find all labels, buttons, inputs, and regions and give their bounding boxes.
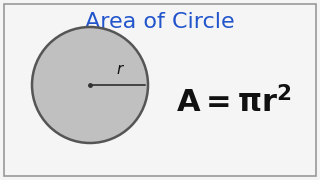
Text: $\mathbf{A = \pi r^2}$: $\mathbf{A = \pi r^2}$	[176, 86, 292, 119]
Text: Area of Circle: Area of Circle	[85, 12, 235, 32]
Circle shape	[32, 27, 148, 143]
Text: $r$: $r$	[116, 62, 125, 77]
